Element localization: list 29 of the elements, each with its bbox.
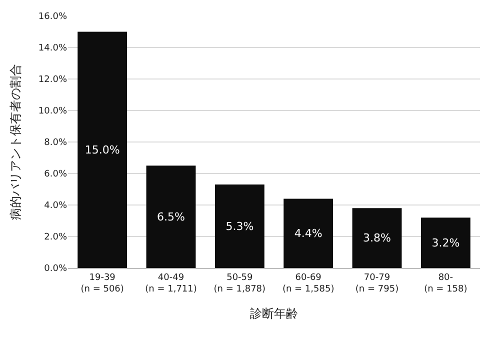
- x-tick-label: 50-59 (n = 1,878): [214, 272, 266, 294]
- x-tick-label: 19-39 (n = 506): [80, 272, 124, 294]
- y-tick-label: 16.0%: [38, 12, 68, 22]
- x-tick-label: 80- (n = 158): [424, 272, 468, 294]
- y-tick-label: 8.0%: [44, 138, 68, 148]
- bar: [352, 208, 402, 268]
- y-tick-label: 10.0%: [38, 106, 68, 117]
- bar: [146, 166, 196, 268]
- data-label: 6.5%: [157, 210, 185, 224]
- data-label: 15.0%: [84, 143, 120, 156]
- x-axis-title: 診断年齢: [250, 306, 298, 320]
- bar: [214, 184, 264, 268]
- y-tick-label: 2.0%: [44, 232, 68, 243]
- y-tick-label: 12.0%: [38, 75, 68, 86]
- bar: [78, 32, 128, 268]
- data-label: 5.3%: [226, 220, 254, 233]
- y-tick-label: 0.0%: [44, 264, 68, 274]
- y-tick-label: 6.0%: [44, 170, 68, 180]
- y-axis-title: 病的バリアント保有者の割合: [8, 64, 23, 220]
- data-label: 4.4%: [294, 226, 322, 240]
- data-label: 3.2%: [432, 236, 460, 250]
- bar: [284, 198, 334, 268]
- x-tick-label: 40-49 (n = 1,711): [145, 272, 197, 294]
- y-tick-label: 4.0%: [44, 201, 68, 212]
- x-tick-label: 60-69 (n = 1,585): [282, 272, 334, 294]
- y-tick-label: 14.0%: [38, 44, 68, 54]
- data-label: 3.8%: [363, 232, 391, 245]
- x-tick-label: 70-79 (n = 795): [355, 272, 399, 294]
- bar: [420, 218, 470, 268]
